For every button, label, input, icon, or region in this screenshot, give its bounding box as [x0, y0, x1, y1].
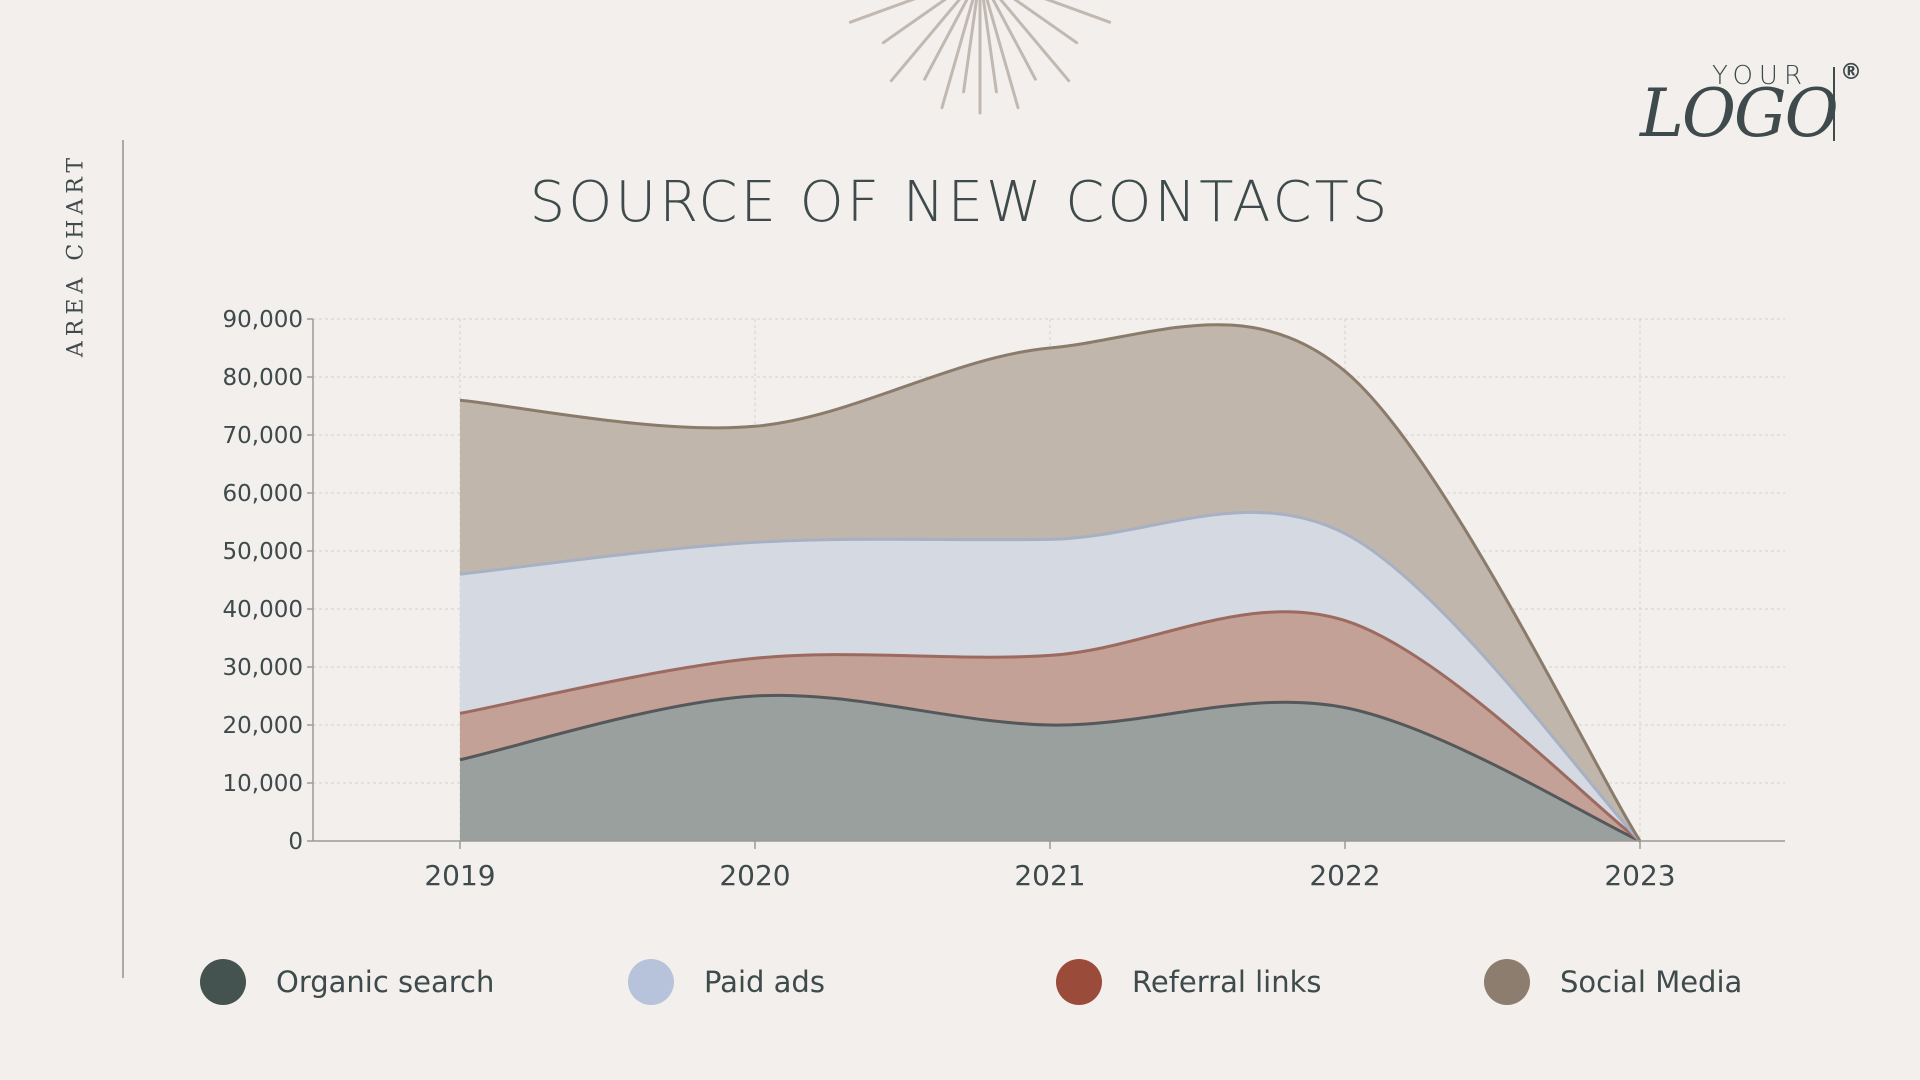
sunburst-ray	[981, 0, 998, 94]
area-referral-links	[460, 611, 1640, 841]
x-tick-label: 2022	[1309, 859, 1380, 892]
x-tick-label: 2019	[424, 859, 495, 892]
area-paid-ads	[460, 512, 1640, 841]
legend-swatch	[1484, 959, 1530, 1005]
legend-swatch	[200, 959, 246, 1005]
legend-item-paid-ads: Paid ads	[628, 958, 825, 1006]
y-tick-label: 10,000	[223, 771, 303, 797]
sunburst-ray	[962, 0, 979, 94]
logo: YOUR LOGO ®	[1630, 55, 1870, 152]
y-tick-label: 80,000	[223, 365, 303, 391]
legend-item-referral-links: Referral links	[1056, 958, 1322, 1006]
side-divider	[122, 140, 124, 978]
sunburst-ray	[991, 0, 1037, 81]
y-tick-label: 30,000	[223, 655, 303, 681]
sunburst-ray	[923, 0, 969, 81]
legend-item-social-media: Social Media	[1484, 958, 1742, 1006]
legend-item-organic-search: Organic search	[200, 958, 494, 1006]
axes: 0 10,000 20,000 30,000 40,000 50,000 60,000 70,…	[223, 307, 1785, 892]
y-tick-label: 0	[288, 829, 303, 855]
sunburst-ornament	[848, 0, 1112, 115]
line-paid-ads	[459, 510, 1642, 843]
sunburst-ray	[999, 0, 1071, 83]
line-organic-search	[459, 693, 1641, 843]
line-social-media	[459, 323, 1642, 842]
legend-label: Social Media	[1560, 965, 1743, 999]
legend-label: Organic search	[276, 965, 495, 999]
sunburst-ray	[848, 0, 916, 24]
y-tick-label: 50,000	[223, 539, 303, 565]
x-tick-label: 2020	[719, 859, 790, 892]
y-tick-label: 90,000	[223, 307, 303, 333]
legend-swatch	[628, 959, 674, 1005]
legend-label: Referral links	[1132, 965, 1322, 999]
sunburst-ray	[881, 0, 947, 45]
line-referral-links	[459, 610, 1641, 843]
sunburst-ray	[1044, 0, 1112, 24]
sunburst-ray	[940, 0, 975, 110]
legend-swatch	[1056, 959, 1102, 1005]
sunburst-ray	[1013, 0, 1079, 45]
y-tick-label: 40,000	[223, 597, 303, 623]
x-tick-label: 2021	[1014, 859, 1085, 892]
chart-title: SOURCE OF NEW CONTACTS	[529, 170, 1391, 235]
sunburst-ray	[985, 0, 1020, 110]
logo-small-text: YOUR	[1712, 61, 1809, 91]
y-tick-label: 20,000	[223, 713, 303, 739]
logo-big-text: LOGO	[1640, 75, 1839, 152]
area-series	[459, 323, 1642, 843]
legend-label: Paid ads	[704, 965, 825, 999]
registered-mark: ®	[1840, 60, 1862, 85]
y-tick-label: 60,000	[223, 481, 303, 507]
area-social-media	[460, 324, 1640, 841]
legend: Organic search Paid ads Referral links S…	[200, 958, 1900, 1008]
y-tick-label: 70,000	[223, 423, 303, 449]
x-tick-label: 2023	[1604, 859, 1675, 892]
sunburst-ray	[889, 0, 961, 83]
area-organic-search	[460, 695, 1640, 841]
logo-divider	[1833, 67, 1835, 141]
